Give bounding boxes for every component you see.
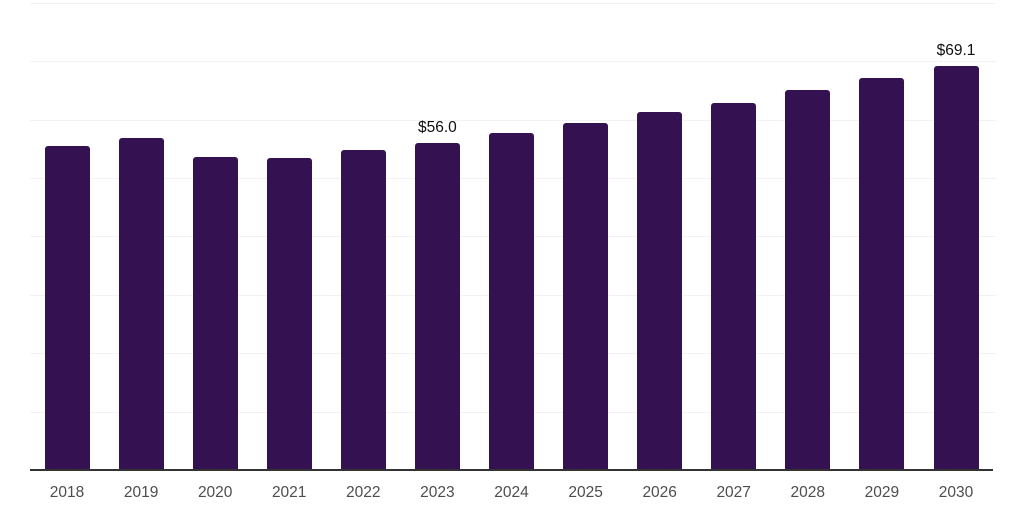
bar-2029 <box>859 78 905 470</box>
x-tick-2023: 2023 <box>420 484 455 501</box>
x-tick-2025: 2025 <box>568 484 603 501</box>
value-label-2023: $56.0 <box>417 118 457 136</box>
x-tick-2019: 2019 <box>123 484 159 501</box>
x-tick-2028: 2028 <box>790 484 826 501</box>
bar-2018 <box>44 145 90 470</box>
bar-2020 <box>192 156 238 470</box>
gridline-80 <box>30 2 996 4</box>
x-tick-2021: 2021 <box>271 484 307 501</box>
x-tick-2020: 2020 <box>197 484 233 501</box>
bar-2024 <box>489 132 534 470</box>
bar-2025 <box>563 123 609 470</box>
bar-2021 <box>266 158 312 470</box>
bar-2026 <box>637 112 683 470</box>
x-tick-2030: 2030 <box>938 484 974 501</box>
bar-2030 <box>933 66 979 470</box>
x-tick-2027: 2027 <box>716 484 751 501</box>
x-tick-2022: 2022 <box>346 484 381 501</box>
bar-2028 <box>785 90 831 470</box>
gridline-70 <box>30 61 996 62</box>
x-tick-2018: 2018 <box>49 484 85 501</box>
gridline-60 <box>30 119 996 121</box>
x-tick-2024: 2024 <box>494 484 529 501</box>
bar-2019 <box>118 137 164 470</box>
bar-2023 <box>414 142 460 470</box>
x-axis-line <box>30 469 993 471</box>
bar-2022 <box>340 149 386 470</box>
x-tick-2029: 2029 <box>864 484 900 501</box>
value-label-2030: $69.1 <box>936 42 976 60</box>
bar-2027 <box>711 102 757 470</box>
x-tick-2026: 2026 <box>642 484 677 501</box>
